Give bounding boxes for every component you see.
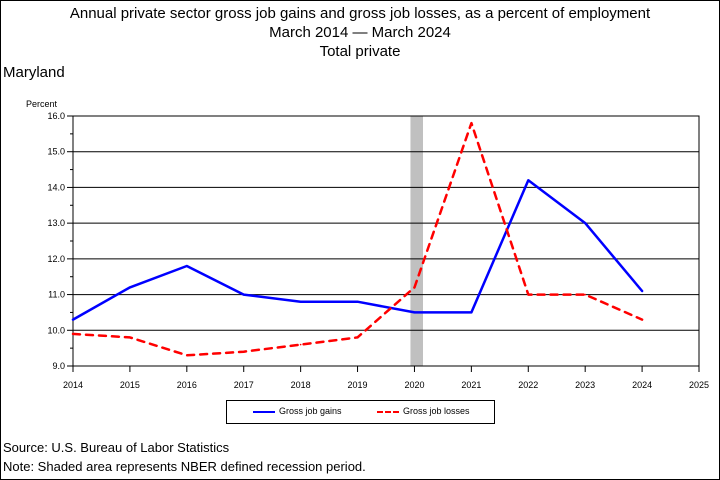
data-point-losses	[186, 354, 188, 357]
data-point-gains	[356, 300, 359, 303]
x-tick-label: 2018	[291, 380, 311, 390]
series-line-losses	[71, 121, 644, 357]
x-tick-label: 2023	[575, 380, 595, 390]
data-point-gains	[186, 265, 188, 267]
x-tick-label: 2022	[518, 380, 538, 390]
data-point-losses	[413, 286, 416, 289]
data-point-losses	[584, 293, 586, 296]
x-tick-label: 2021	[461, 380, 481, 390]
x-tick-label: 2015	[120, 380, 140, 390]
data-point-gains	[527, 179, 530, 182]
legend-item-losses: Gross job losses	[377, 405, 470, 418]
data-point-gains	[641, 290, 643, 292]
data-point-losses	[356, 336, 359, 339]
legend-label-losses: Gross job losses	[403, 406, 470, 416]
x-tick-label: 2020	[404, 380, 424, 390]
y-tick-label: 13.0	[47, 218, 65, 228]
legend-swatch-gains	[253, 410, 275, 413]
data-point-gains	[72, 318, 74, 321]
recession-note: Note: Shaded area represents NBER define…	[3, 459, 366, 474]
legend-swatch-losses	[377, 410, 399, 413]
y-tick-label: 11.0	[48, 290, 65, 300]
legend-item-gains: Gross job gains	[253, 405, 342, 418]
x-tick-label: 2014	[63, 380, 83, 390]
x-tick-label: 2024	[632, 380, 652, 390]
recession-shading	[410, 116, 423, 366]
y-tick-label: 10.0	[47, 325, 65, 335]
data-point-losses	[470, 122, 473, 124]
y-tick-label: 14.0	[47, 182, 65, 192]
series-line-gains	[71, 179, 644, 321]
region-label: Maryland	[3, 64, 65, 81]
chart-title: Annual private sector gross job gains an…	[69, 5, 651, 22]
chart-title-block: Annual private sector gross job gains an…	[0, 4, 720, 61]
y-tick-label: 16.0	[47, 111, 65, 121]
data-point-losses	[527, 293, 530, 296]
data-point-losses	[641, 318, 643, 321]
x-tick-label: 2019	[348, 380, 368, 390]
legend: Gross job gains Gross job losses	[226, 400, 495, 424]
plot-area	[72, 115, 700, 367]
x-tick-label: 2025	[689, 380, 709, 390]
source-note: Source: U.S. Bureau of Labor Statistics	[3, 440, 230, 455]
data-point-losses	[242, 350, 245, 353]
y-axis-label: Percent	[26, 99, 58, 109]
x-tick-label: 2017	[234, 380, 254, 390]
x-tick-label: 2016	[177, 380, 197, 390]
data-point-losses	[299, 343, 302, 346]
data-point-gains	[299, 300, 302, 303]
data-point-losses	[129, 336, 131, 339]
y-tick-label: 15.0	[47, 147, 65, 157]
chart-sector: Total private	[319, 43, 401, 60]
data-point-gains	[584, 222, 586, 224]
data-point-gains	[129, 286, 131, 289]
chart-subtitle: March 2014 — March 2024	[269, 24, 451, 41]
y-tick-label: 12.0	[47, 254, 65, 264]
legend-label-gains: Gross job gains	[279, 406, 342, 416]
data-point-losses	[72, 333, 74, 335]
data-point-gains	[470, 311, 473, 314]
y-tick-label: 9.0	[52, 361, 65, 371]
data-point-gains	[413, 311, 416, 314]
data-point-gains	[242, 293, 245, 296]
